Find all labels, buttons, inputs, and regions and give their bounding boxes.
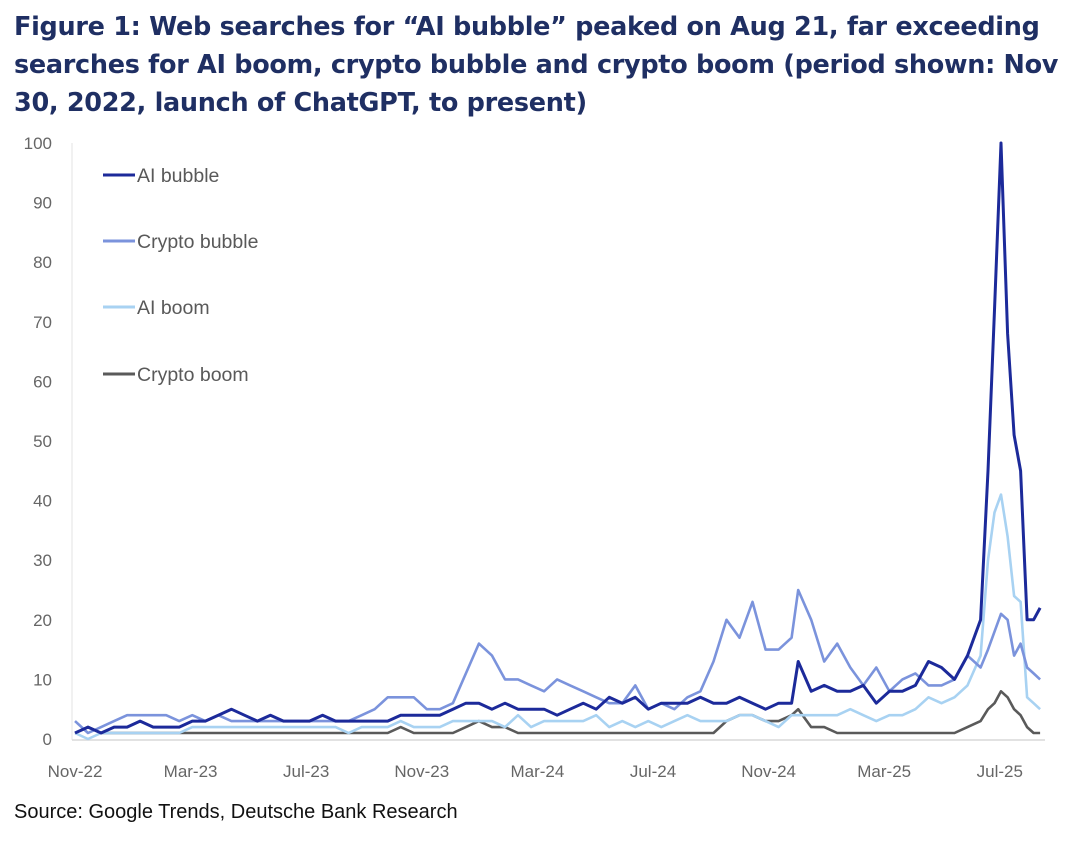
legend: AI bubble Crypto bubble AI boom Crypto boom bbox=[103, 165, 258, 386]
x-tick-label: Nov-23 bbox=[394, 762, 449, 781]
x-tick-label: Nov-22 bbox=[48, 762, 103, 781]
legend-item: AI bubble bbox=[103, 165, 219, 187]
y-tick-label: 80 bbox=[33, 253, 52, 272]
x-tick-label: Mar-24 bbox=[510, 762, 564, 781]
y-tick-label: 90 bbox=[33, 194, 52, 213]
series-line-ai-boom bbox=[74, 493, 1041, 741]
legend-label: AI boom bbox=[137, 297, 210, 319]
y-axis: 0 10 20 30 40 50 60 70 80 90 100 bbox=[24, 134, 73, 749]
y-tick-label: 100 bbox=[24, 134, 52, 153]
series-lines bbox=[74, 141, 1042, 741]
legend-item: Crypto boom bbox=[103, 364, 249, 386]
legend-label: Crypto boom bbox=[137, 364, 249, 386]
y-tick-label: 60 bbox=[33, 372, 52, 391]
legend-item: Crypto bubble bbox=[103, 231, 258, 253]
x-tick-label: Nov-24 bbox=[741, 762, 796, 781]
source-note: Source: Google Trends, Deutsche Bank Res… bbox=[14, 801, 458, 823]
x-tick-label: Jul-23 bbox=[283, 762, 329, 781]
y-tick-label: 50 bbox=[33, 432, 52, 451]
series-line-crypto-boom bbox=[74, 689, 1041, 735]
y-tick-label: 70 bbox=[33, 313, 52, 332]
legend-item: AI boom bbox=[103, 297, 210, 319]
chart-title: Figure 1: Web searches for “AI bubble” p… bbox=[14, 12, 1059, 118]
y-tick-label: 30 bbox=[33, 551, 52, 570]
legend-label: Crypto bubble bbox=[137, 231, 258, 253]
x-tick-label: Jul-25 bbox=[977, 762, 1023, 781]
y-tick-label: 40 bbox=[33, 492, 52, 511]
x-axis: Nov-22 Mar-23 Jul-23 Nov-23 Mar-24 Jul-24 Nov-… bbox=[48, 739, 1045, 781]
legend-label: AI bubble bbox=[137, 165, 219, 187]
y-tick-label: 20 bbox=[33, 611, 52, 630]
x-tick-label: Mar-25 bbox=[857, 762, 911, 781]
y-tick-label: 0 bbox=[43, 730, 52, 749]
x-tick-label: Mar-23 bbox=[164, 762, 218, 781]
series-line-crypto-bubble bbox=[74, 588, 1041, 735]
y-tick-label: 10 bbox=[33, 670, 52, 689]
x-tick-label: Jul-24 bbox=[630, 762, 676, 781]
series-line-ai-bubble bbox=[74, 141, 1042, 735]
